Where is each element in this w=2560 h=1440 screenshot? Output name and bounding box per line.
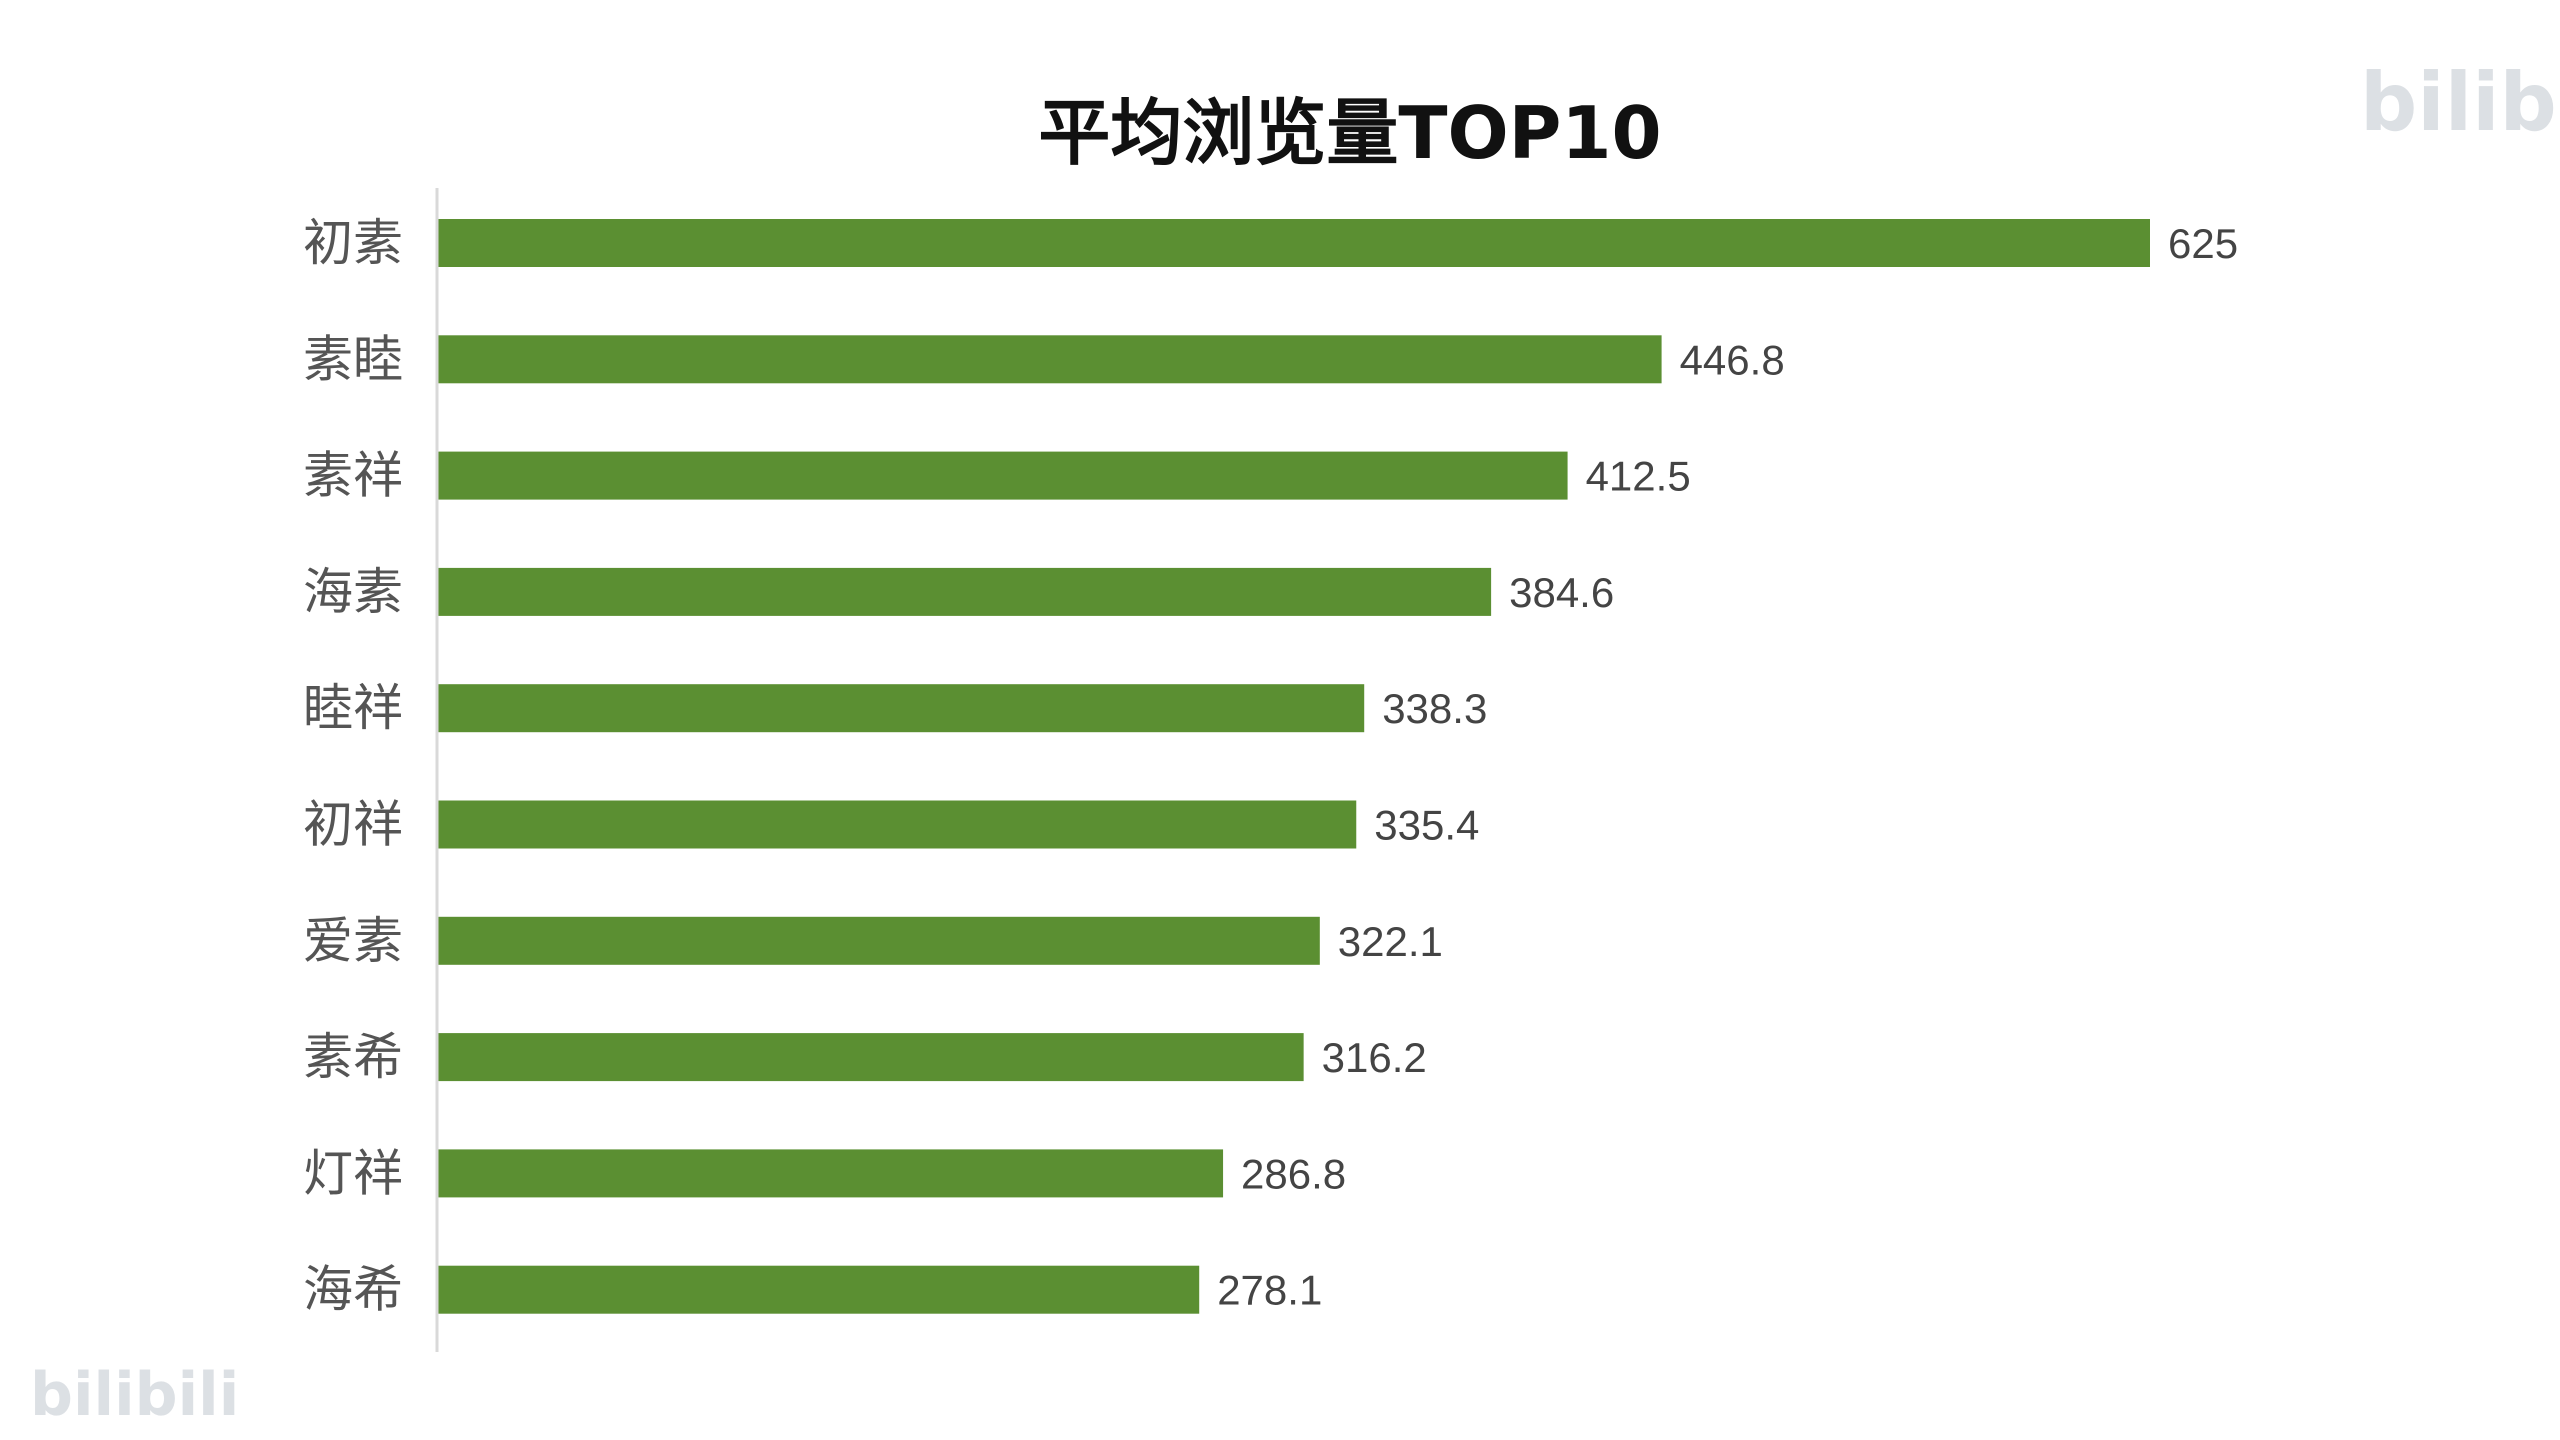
bar (437, 684, 1365, 733)
bar (437, 335, 1662, 384)
bar (437, 451, 1568, 500)
value-label: 322.1 (1338, 918, 1443, 965)
category-label: 初祥 (303, 796, 403, 854)
category-label: 海希 (303, 1261, 403, 1319)
value-label: 384.6 (1509, 569, 1614, 616)
bilibili-watermark-bottom-left: bilibili (30, 1360, 239, 1430)
bar (437, 1149, 1224, 1198)
category-label: 灯祥 (303, 1144, 403, 1202)
category-label: 睦祥 (303, 679, 403, 737)
bars-layer: 初素 625 素睦 446.8 素祥 412.5 海素 384.6 睦祥 338.3 初祥 335.4… (303, 214, 2238, 1319)
bar (437, 1033, 1304, 1082)
bar (437, 800, 1357, 849)
value-label: 278.1 (1217, 1267, 1322, 1314)
chart-title: 平均浏览量TOP10 (1038, 91, 1661, 175)
category-label: 初素 (303, 214, 403, 272)
category-label: 海素 (303, 563, 403, 621)
bar (437, 567, 1492, 616)
bar (437, 1265, 1200, 1314)
value-label: 412.5 (1586, 453, 1691, 500)
value-label: 316.2 (1322, 1034, 1427, 1081)
value-label: 286.8 (1241, 1150, 1346, 1197)
category-label: 爱素 (303, 912, 403, 970)
value-label: 338.3 (1382, 685, 1487, 732)
value-label: 446.8 (1680, 336, 1785, 383)
category-label: 素祥 (303, 447, 403, 505)
bar (437, 916, 1320, 965)
bilibili-watermark-top-right: bilibili (2360, 56, 2560, 149)
bar (437, 219, 2150, 267)
category-label: 素睦 (303, 330, 403, 388)
value-label: 335.4 (1374, 802, 1479, 849)
category-label: 素希 (303, 1028, 403, 1086)
value-label: 625 (2168, 220, 2238, 267)
